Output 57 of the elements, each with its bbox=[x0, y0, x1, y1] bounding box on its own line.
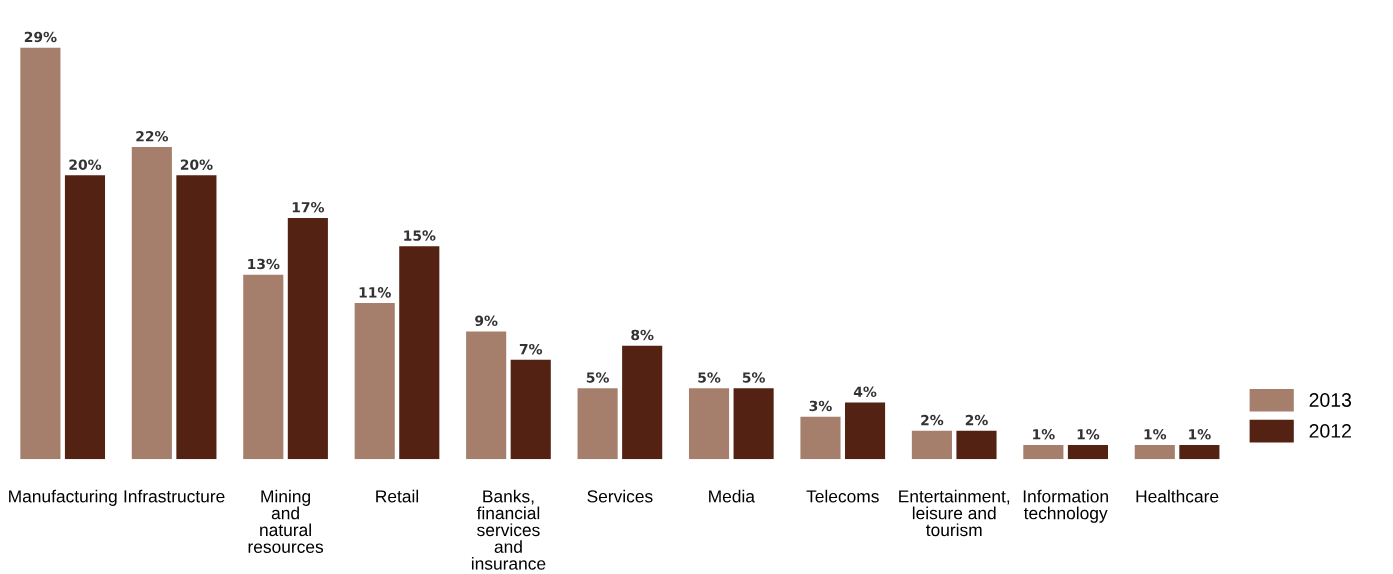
data-label: 11% bbox=[359, 287, 391, 298]
data-label: 1% bbox=[1077, 429, 1100, 440]
bar bbox=[510, 359, 551, 460]
x-tick-label: Telecoms bbox=[806, 489, 879, 503]
bar bbox=[911, 430, 952, 460]
data-label: 2% bbox=[921, 414, 944, 426]
data-label: 13% bbox=[248, 258, 280, 270]
data-label: 1% bbox=[1033, 429, 1055, 440]
x-tick-label: Information technology bbox=[1023, 489, 1108, 523]
bar bbox=[64, 175, 106, 460]
x-tick-label: Manufacturing bbox=[9, 489, 117, 506]
bar bbox=[243, 274, 284, 460]
data-label: 17% bbox=[292, 201, 325, 213]
legend-label: 2012 bbox=[1309, 424, 1351, 438]
bar bbox=[577, 388, 618, 460]
bar bbox=[688, 388, 730, 460]
bar bbox=[354, 303, 395, 460]
bar bbox=[1023, 445, 1064, 460]
x-tick-label: Mining and natural resources bbox=[248, 489, 324, 553]
data-label: 5% bbox=[742, 372, 765, 383]
bar bbox=[176, 175, 217, 460]
data-label: 1% bbox=[1144, 429, 1167, 440]
data-label: 5% bbox=[698, 372, 721, 383]
legend-label: 2013 bbox=[1309, 393, 1352, 407]
x-tick-label: Media bbox=[709, 489, 755, 503]
bar bbox=[1179, 445, 1220, 460]
bar bbox=[733, 388, 774, 460]
x-tick-label: Retail bbox=[376, 489, 419, 503]
bar bbox=[800, 416, 841, 460]
bar bbox=[956, 430, 997, 460]
data-label: 22% bbox=[136, 131, 169, 142]
data-label: 15% bbox=[404, 230, 436, 241]
bar bbox=[20, 47, 61, 460]
x-tick-label: Infrastructure bbox=[124, 489, 225, 503]
x-tick-label: Entertainment, leisure and tourism bbox=[899, 489, 1010, 537]
bar bbox=[622, 345, 663, 460]
bar bbox=[1067, 445, 1108, 460]
x-tick-label: Banks, financial services and insurance bbox=[471, 489, 546, 570]
data-label: 1% bbox=[1189, 429, 1211, 440]
bar bbox=[844, 402, 886, 460]
data-label: 4% bbox=[853, 386, 877, 397]
data-label: 5% bbox=[586, 372, 609, 383]
bar bbox=[399, 246, 440, 460]
data-label: 2% bbox=[965, 414, 988, 426]
data-label: 20% bbox=[69, 159, 102, 170]
data-label: 8% bbox=[631, 329, 654, 341]
data-label: 9% bbox=[475, 315, 498, 327]
bar bbox=[131, 146, 172, 460]
data-label: 3% bbox=[809, 400, 832, 412]
bar bbox=[466, 331, 507, 460]
data-label: 20% bbox=[180, 159, 213, 170]
x-tick-label: Healthcare bbox=[1136, 489, 1219, 503]
data-label: 7% bbox=[519, 343, 543, 355]
bar bbox=[1134, 445, 1175, 460]
data-label: 29% bbox=[24, 31, 57, 43]
bar bbox=[287, 217, 328, 460]
x-tick-label: Services bbox=[587, 489, 653, 503]
